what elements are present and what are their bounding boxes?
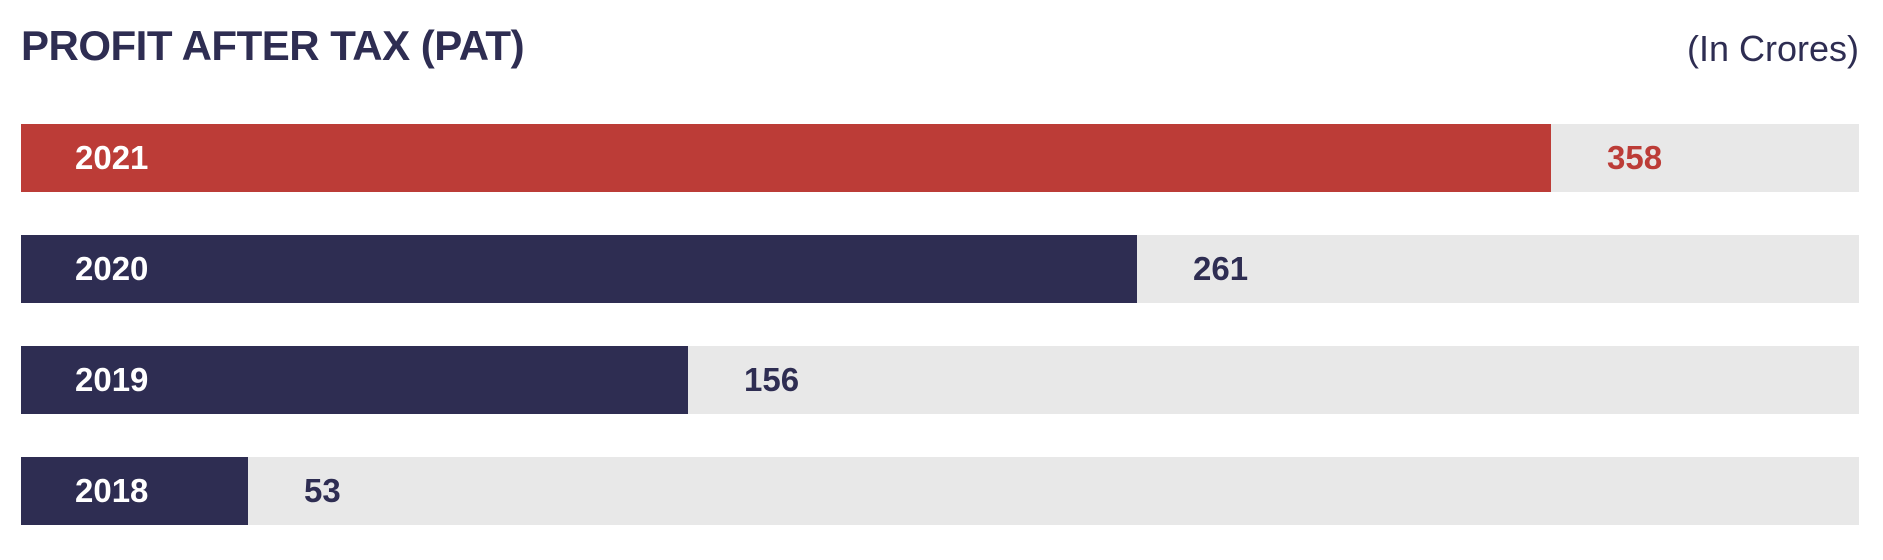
value-label-2018: 53 xyxy=(304,472,341,509)
bar-2018 xyxy=(21,457,248,525)
category-label-2020: 2020 xyxy=(75,250,149,287)
category-label-2019: 2019 xyxy=(75,361,149,398)
bar-2021 xyxy=(21,124,1551,192)
bar-row-2018: 2018 53 xyxy=(21,457,1859,525)
value-label-2019: 156 xyxy=(744,361,800,398)
chart-title: PROFIT AFTER TAX (PAT) xyxy=(21,22,525,69)
bar-2019 xyxy=(21,346,688,414)
bar-row-2021: 2021 358 xyxy=(21,124,1859,192)
category-label-2021: 2021 xyxy=(75,139,149,176)
value-label-2020: 261 xyxy=(1193,250,1249,287)
value-label-2021: 358 xyxy=(1607,139,1663,176)
bar-2020 xyxy=(21,235,1137,303)
category-label-2018: 2018 xyxy=(75,472,149,509)
bar-row-2019: 2019 156 xyxy=(21,346,1859,414)
bar-row-2020: 2020 261 xyxy=(21,235,1859,303)
unit-note: (In Crores) xyxy=(1686,28,1859,69)
bar-chart: 2021 358 2020 261 2019 156 2018 53 xyxy=(21,0,1859,560)
